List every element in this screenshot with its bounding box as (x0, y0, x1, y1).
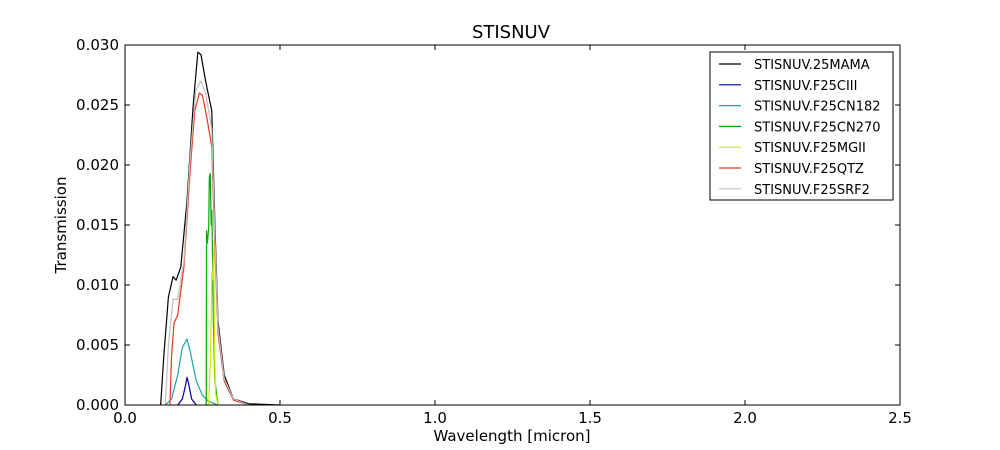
y-tick-label: 0.030 (76, 36, 119, 54)
series-line-6 (164, 80, 250, 406)
series-line-5 (169, 92, 250, 406)
legend-label-6: STISNUV.F25SRF2 (754, 183, 870, 198)
y-tick-label: 0.020 (76, 156, 119, 174)
series-line-2 (164, 338, 219, 406)
series-line-1 (177, 376, 197, 406)
y-tick-label: 0.010 (76, 276, 119, 294)
chart-title: STISNUV (472, 22, 551, 43)
legend: STISNUV.25MAMA STISNUV.F25CIII STISNUV.F25… (709, 51, 894, 201)
y-tick-label: 0.025 (76, 96, 119, 114)
legend-label-2: STISNUV.F25CN182 (754, 100, 881, 115)
x-tick-label: 1.0 (423, 409, 447, 427)
series-line-3 (204, 172, 219, 406)
y-tick-label: 0.000 (76, 396, 119, 414)
plot-lines (160, 51, 281, 406)
legend-label-0: STISNUV.25MAMA (754, 58, 870, 73)
x-axis: 0.0 0.5 1.0 1.5 2.0 2.5 (113, 45, 912, 427)
y-tick-label: 0.005 (76, 336, 119, 354)
x-tick-label: 0.5 (268, 409, 292, 427)
x-tick-label: 0.0 (113, 409, 137, 427)
x-tick-label: 2.0 (733, 409, 757, 427)
x-axis-label: Wavelength [micron] (433, 427, 590, 445)
series-line-0 (160, 51, 281, 406)
legend-label-4: STISNUV.F25MGII (754, 141, 866, 156)
y-axis: 0.000 0.005 0.010 0.015 0.020 0.025 0.030 (76, 36, 900, 414)
legend-label-5: STISNUV.F25QTZ (754, 162, 864, 177)
y-tick-label: 0.015 (76, 216, 119, 234)
legend-label-1: STISNUV.F25CIII (754, 79, 857, 94)
legend-label-3: STISNUV.F25CN270 (754, 120, 881, 135)
x-tick-label: 1.5 (578, 409, 602, 427)
x-tick-label: 2.5 (888, 409, 912, 427)
series-line-4 (208, 248, 219, 406)
y-axis-label: Transmission (52, 177, 70, 275)
